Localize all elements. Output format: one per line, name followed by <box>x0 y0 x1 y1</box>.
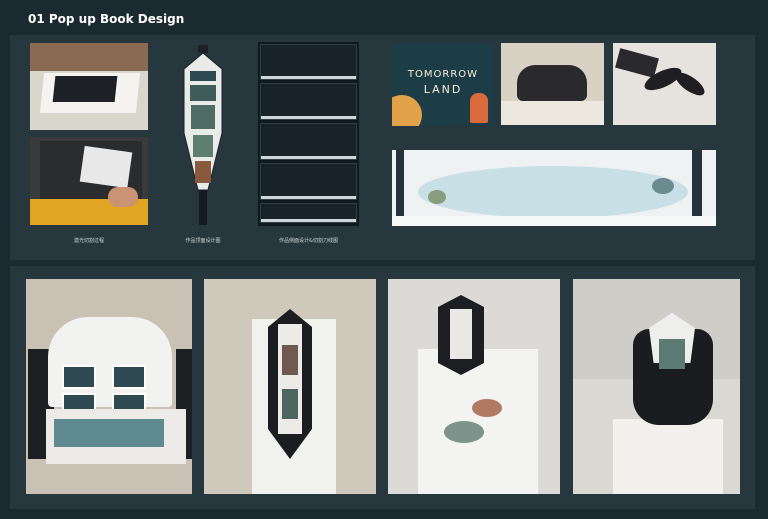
popup-prototype-photo-2 <box>613 43 716 125</box>
finished-book-photo-4 <box>573 279 740 494</box>
finished-book-photo-2 <box>204 279 376 494</box>
tomorrow-land-cover: TOMORROW LAND <box>392 43 494 126</box>
top-structure-drawing <box>178 45 228 225</box>
illustration-spread <box>392 150 716 226</box>
caption-laser: 激光切割过程 <box>73 238 104 244</box>
unfolded-pages-drawing <box>258 42 359 226</box>
finished-book-photo-3 <box>388 279 560 494</box>
cover-title-line1: TOMORROW <box>407 69 479 80</box>
laser-cutting-photo-2 <box>30 137 148 225</box>
laser-cutting-photo-1 <box>30 43 148 130</box>
finished-book-photo-1 <box>26 279 192 494</box>
caption-pages: 作品侧面设计&切割刀线图 <box>279 238 338 244</box>
popup-prototype-photo-1 <box>501 43 604 125</box>
page-title: 01 Pop up Book Design <box>28 12 185 26</box>
cover-title-line2: LAND <box>423 83 463 96</box>
caption-structure: 作品顶面设计图 <box>185 238 221 244</box>
